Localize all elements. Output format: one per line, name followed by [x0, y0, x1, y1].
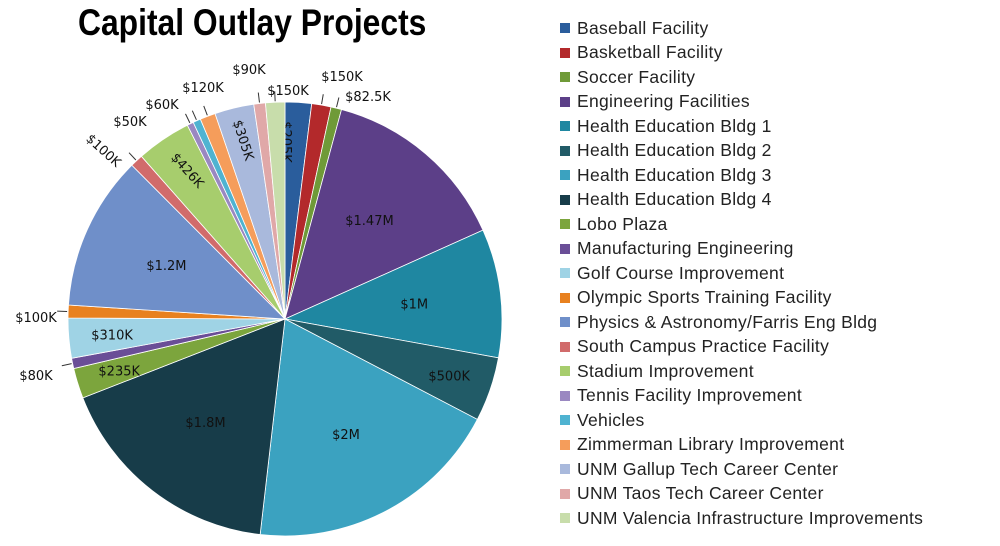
leader-line — [203, 105, 208, 116]
legend-swatch — [560, 170, 570, 181]
legend-label: Baseball Facility — [577, 17, 709, 38]
data-label: $150K — [267, 84, 309, 99]
legend-swatch — [560, 415, 570, 426]
data-label: $500K — [428, 369, 470, 384]
data-label: $1M — [400, 297, 428, 312]
legend-item: Basketball Facility — [560, 41, 923, 66]
legend-item: Physics & Astronomy/Farris Eng Bldg — [560, 310, 923, 335]
legend-item: UNM Gallup Tech Career Center — [560, 457, 923, 482]
legend-item: Olympic Sports Training Facility — [560, 286, 923, 311]
legend-label: Lobo Plaza — [577, 213, 668, 234]
legend-swatch — [560, 47, 570, 58]
legend-item: Engineering Facilities — [560, 90, 923, 115]
pie-slice — [82, 318, 286, 536]
legend-swatch — [560, 145, 570, 156]
leader-line — [336, 97, 340, 108]
data-label: $82.5K — [345, 90, 391, 105]
legend-item: Health Education Bldg 2 — [560, 139, 923, 164]
legend-item: Health Education Bldg 3 — [560, 163, 923, 188]
legend-label: Tennis Facility Improvement — [577, 385, 802, 406]
pie-slice — [284, 108, 484, 320]
legend-label: UNM Gallup Tech Career Center — [577, 458, 839, 479]
legend-swatch — [560, 488, 570, 499]
legend-swatch — [560, 390, 570, 401]
leader-line — [257, 92, 260, 103]
legend-swatch — [560, 96, 570, 107]
legend-swatch — [560, 243, 570, 254]
legend-label: Golf Course Improvement — [577, 262, 785, 283]
legend-label: Basketball Facility — [577, 42, 723, 63]
legend-item: UNM Taos Tech Career Center — [560, 482, 923, 507]
data-label: $90K — [232, 63, 266, 78]
legend-swatch — [560, 317, 570, 328]
pie-slice — [264, 101, 286, 320]
legend-swatch — [560, 513, 570, 524]
leader-line — [191, 110, 197, 121]
legend-swatch — [560, 292, 570, 303]
legend-label: Zimmerman Library Improvement — [577, 434, 845, 455]
legend-swatch — [560, 464, 570, 475]
legend-swatch — [560, 121, 570, 132]
leader-line — [61, 363, 72, 367]
legend-label: Vehicles — [577, 409, 645, 430]
pie-slice — [68, 164, 287, 320]
legend-label: Olympic Sports Training Facility — [577, 287, 832, 308]
legend-item: Health Education Bldg 1 — [560, 114, 923, 139]
legend-label: Physics & Astronomy/Farris Eng Bldg — [577, 311, 878, 332]
legend-item: Stadium Improvement — [560, 359, 923, 384]
legend-label: Health Education Bldg 3 — [577, 164, 772, 185]
data-label: $2M — [332, 428, 360, 443]
data-label: $310K — [91, 328, 133, 343]
legend-swatch — [560, 72, 570, 83]
legend-swatch — [560, 268, 570, 279]
legend-item: Manufacturing Engineering — [560, 237, 923, 262]
pie-slice — [283, 229, 503, 359]
leader-line — [321, 94, 324, 105]
legend-item: Zimmerman Library Improvement — [560, 433, 923, 458]
legend-item: Lobo Plaza — [560, 212, 923, 237]
data-label: $100K — [83, 132, 124, 171]
data-label: $80K — [19, 369, 53, 384]
legend-swatch — [560, 23, 570, 34]
data-label: $60K — [145, 98, 179, 113]
legend-item: Baseball Facility — [560, 16, 923, 41]
pie-chart: $205K$150K$82.5K$1.47M$1M$500K$2M$1.8M$2… — [15, 63, 503, 537]
legend-swatch — [560, 366, 570, 377]
data-label: $235K — [98, 364, 140, 379]
legend-swatch — [560, 194, 570, 205]
legend-item: UNM Valencia Infrastructure Improvements — [560, 506, 923, 531]
legend-label: Engineering Facilities — [577, 91, 750, 112]
legend-item: Vehicles — [560, 408, 923, 433]
legend-item: Soccer Facility — [560, 65, 923, 90]
legend-label: Health Education Bldg 4 — [577, 189, 772, 210]
data-label: $100K — [15, 311, 57, 326]
legend: Baseball Facility Basketball Facility Socc… — [560, 16, 923, 531]
legend-item: Golf Course Improvement — [560, 261, 923, 286]
legend-label: Soccer Facility — [577, 66, 696, 87]
leader-line — [128, 152, 137, 161]
legend-label: UNM Valencia Infrastructure Improvements — [577, 507, 924, 528]
legend-item: Health Education Bldg 4 — [560, 188, 923, 213]
data-label: $150K — [321, 70, 363, 85]
legend-label: Health Education Bldg 2 — [577, 140, 772, 161]
legend-swatch — [560, 341, 570, 352]
data-label: $1.2M — [146, 259, 186, 274]
legend-item: South Campus Practice Facility — [560, 335, 923, 360]
legend-label: Health Education Bldg 1 — [577, 115, 772, 136]
data-label: $120K — [182, 81, 224, 96]
legend-swatch — [560, 219, 570, 230]
data-label: $1.47M — [345, 214, 393, 229]
legend-item: Tennis Facility Improvement — [560, 384, 923, 409]
data-label: $50K — [113, 115, 147, 130]
chart-title: Capital Outlay Projects — [78, 2, 427, 43]
legend-swatch — [560, 439, 570, 450]
legend-label: Stadium Improvement — [577, 360, 754, 381]
legend-label: South Campus Practice Facility — [577, 336, 830, 357]
legend-label: UNM Taos Tech Career Center — [577, 483, 824, 504]
legend-label: Manufacturing Engineering — [577, 238, 794, 259]
data-label: $1.8M — [185, 416, 225, 431]
pie-slice — [259, 318, 478, 537]
leader-line — [185, 113, 191, 124]
